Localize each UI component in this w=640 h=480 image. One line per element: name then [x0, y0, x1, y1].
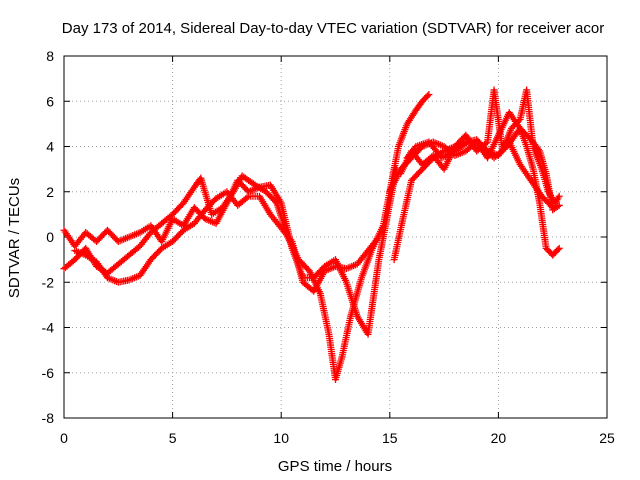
- axis-ticks: 0 5 10 15 20 25 -8 -6 -4 -2 0 2 4 6 8: [42, 48, 615, 446]
- sdtvar-track-b: [71, 188, 383, 295]
- data-point-marker: [554, 202, 562, 210]
- data-point-marker: [515, 117, 523, 125]
- x-tick-label: 20: [491, 430, 507, 446]
- data-point-marker: [534, 145, 542, 153]
- data-point-marker: [555, 192, 563, 200]
- x-tick-label: 25: [599, 430, 615, 446]
- y-tick-label: 6: [46, 93, 54, 109]
- y-tick-label: -4: [42, 320, 55, 336]
- data-point-marker: [425, 90, 433, 98]
- data-point-marker: [424, 92, 432, 100]
- grid-lines: [64, 56, 607, 418]
- x-tick-label: 0: [60, 430, 68, 446]
- y-axis-title: SDTVAR / TECUs: [6, 178, 23, 298]
- data-point-marker: [555, 201, 563, 209]
- data-point-marker: [554, 246, 562, 254]
- y-tick-label: 4: [46, 139, 54, 155]
- y-tick-label: -6: [42, 365, 55, 381]
- data-point-marker: [547, 202, 555, 210]
- x-axis-title: GPS time / hours: [278, 458, 392, 475]
- y-tick-label: -2: [42, 274, 55, 290]
- y-tick-label: 0: [46, 229, 54, 245]
- data-series: [60, 86, 563, 384]
- y-tick-label: -8: [42, 410, 55, 426]
- chart-title: Day 173 of 2014, Sidereal Day-to-day VTE…: [62, 20, 604, 37]
- x-tick-label: 5: [169, 430, 177, 446]
- data-point-marker: [555, 244, 563, 252]
- x-tick-label: 15: [382, 430, 398, 446]
- data-point-marker: [243, 194, 251, 202]
- sdtvar-track-f: [390, 136, 557, 264]
- data-point-marker: [375, 233, 383, 241]
- data-point-marker: [549, 204, 557, 212]
- y-tick-label: 2: [46, 184, 54, 200]
- y-tick-label: 8: [46, 48, 54, 64]
- x-tick-label: 10: [273, 430, 289, 446]
